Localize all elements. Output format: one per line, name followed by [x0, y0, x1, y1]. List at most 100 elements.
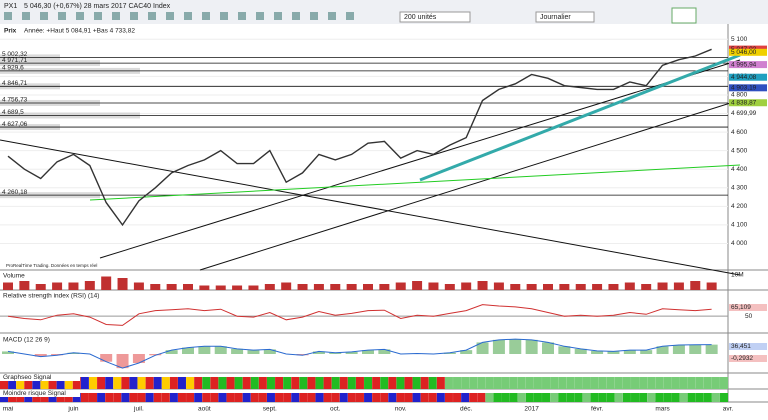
signal-cell	[194, 377, 203, 389]
signal-cell	[679, 393, 688, 402]
signal-cell	[323, 377, 332, 389]
signal-cell	[121, 377, 130, 389]
signal-cell	[242, 377, 251, 389]
signal-cell	[703, 377, 712, 389]
volume-bar	[215, 285, 226, 290]
units: 200 unités	[404, 14, 437, 21]
signal-cell	[347, 377, 356, 389]
volume-bar	[477, 281, 488, 290]
signal-cell	[469, 377, 478, 389]
signal-cell	[137, 377, 146, 389]
volume-bar	[3, 282, 13, 290]
macd-bar	[607, 351, 620, 354]
y-tick-label: 10M	[731, 272, 744, 279]
signal-cell	[372, 377, 381, 389]
volume-bar	[690, 281, 701, 290]
signal-cell	[396, 377, 405, 389]
signal-cell	[72, 377, 81, 389]
volume-bar	[575, 284, 586, 290]
signal-cell	[566, 377, 575, 389]
signal-cell	[647, 393, 656, 402]
volume-bar	[493, 282, 504, 290]
signal-cell	[444, 377, 453, 389]
volume-bar	[592, 284, 603, 290]
macd-bar	[509, 339, 522, 354]
period-select[interactable]	[535, 11, 595, 23]
volume-bar	[35, 284, 46, 290]
price-badge-label: 4 903,19	[731, 85, 757, 92]
signal-cell	[517, 393, 526, 402]
signal-cell	[404, 377, 413, 389]
x-tick-label: juil.	[133, 406, 144, 413]
signal-cell	[72, 393, 81, 402]
signal-cell	[226, 393, 235, 402]
price-badge	[729, 61, 767, 69]
volume-bar	[412, 281, 423, 290]
signal-cell	[275, 393, 284, 402]
signal-cell	[88, 377, 97, 389]
signal-cell	[121, 393, 130, 402]
y-tick-label: 4 200	[731, 203, 748, 210]
signal-cell	[105, 393, 114, 402]
volume-bar	[84, 281, 95, 290]
signal-cell	[711, 393, 720, 402]
trend-line	[89, 164, 741, 201]
x-tick-label: sept.	[263, 406, 277, 413]
signal-cell	[24, 377, 33, 389]
price-badge-label: 4 838,87	[731, 99, 757, 106]
signal-cell	[493, 393, 502, 402]
macd-bar	[362, 350, 374, 354]
signal-cell	[428, 393, 437, 402]
price-badge-label: 4 944,08	[731, 74, 757, 81]
toolbar-icons[interactable]	[4, 12, 354, 20]
volume-bar	[526, 284, 537, 290]
signal-cell	[56, 377, 65, 389]
macd-bar	[492, 339, 505, 354]
signal-cell	[307, 393, 316, 402]
signal-cell	[210, 393, 219, 402]
signal-cell	[509, 377, 518, 389]
macd-bar	[640, 350, 653, 354]
price-line	[7, 48, 712, 227]
signal-cell	[420, 393, 429, 402]
signal-cell	[582, 393, 591, 402]
signal-cell	[299, 377, 308, 389]
signal-cell	[590, 393, 599, 402]
x-tick-label: févr.	[591, 406, 603, 413]
signal-cell	[315, 393, 324, 402]
signal-cell	[113, 377, 122, 389]
signal-cell	[550, 377, 559, 389]
trend-line	[199, 99, 741, 271]
signal-cell	[558, 393, 567, 402]
signal-cell	[461, 393, 470, 402]
y-tick-label: 50	[745, 313, 753, 320]
signal-cell	[0, 393, 8, 402]
logo	[671, 7, 697, 24]
signal-cell	[8, 393, 17, 402]
instrument: PX1	[4, 3, 17, 10]
signal-cell	[574, 393, 583, 402]
signal-cell	[720, 393, 729, 402]
volume-bar	[264, 284, 275, 290]
signal-cell	[137, 393, 146, 402]
level-label: 4 929,6	[2, 65, 24, 72]
signal-cell	[283, 393, 292, 402]
signal-cell	[129, 393, 138, 402]
volume-bar	[363, 284, 373, 290]
signal-cell	[364, 377, 373, 389]
signal-cell	[477, 393, 486, 402]
x-tick-label: mai	[3, 406, 13, 413]
signal-cell	[105, 377, 114, 389]
x-tick-label: avr.	[723, 406, 734, 413]
y-tick-label: 4 600	[731, 129, 748, 136]
signal-cell	[485, 393, 494, 402]
x-tick-label: 2017	[524, 406, 539, 413]
signal-cell	[161, 393, 170, 402]
signal-cell	[436, 377, 445, 389]
units-select[interactable]	[399, 11, 471, 23]
signal-cell	[663, 377, 672, 389]
signal-cell	[436, 393, 445, 402]
signal-cell	[428, 377, 437, 389]
signal-cell	[129, 377, 138, 389]
